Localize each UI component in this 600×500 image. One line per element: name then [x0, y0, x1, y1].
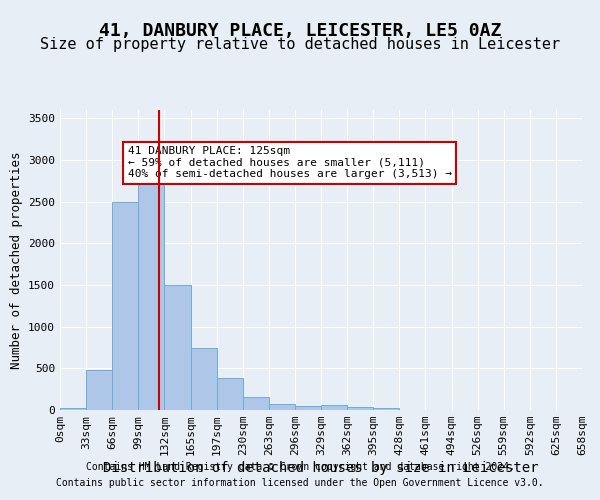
Text: Size of property relative to detached houses in Leicester: Size of property relative to detached ho…	[40, 38, 560, 52]
Bar	[269, 404, 295, 410]
Bar	[112, 202, 139, 410]
Bar	[243, 397, 269, 410]
Bar	[139, 175, 164, 410]
Text: 41, DANBURY PLACE, LEICESTER, LE5 0AZ: 41, DANBURY PLACE, LEICESTER, LE5 0AZ	[99, 22, 501, 40]
Text: 41 DANBURY PLACE: 125sqm
← 59% of detached houses are smaller (5,111)
40% of sem: 41 DANBURY PLACE: 125sqm ← 59% of detach…	[128, 146, 452, 179]
Bar	[347, 407, 373, 410]
Bar	[86, 370, 112, 410]
X-axis label: Distribution of detached houses by size in Leicester: Distribution of detached houses by size …	[103, 461, 539, 475]
Bar	[321, 404, 347, 410]
Bar	[60, 408, 86, 410]
Text: Contains public sector information licensed under the Open Government Licence v3: Contains public sector information licen…	[56, 478, 544, 488]
Y-axis label: Number of detached properties: Number of detached properties	[10, 151, 23, 369]
Bar	[164, 285, 191, 410]
Bar	[191, 348, 217, 410]
Bar	[295, 406, 321, 410]
Bar	[373, 408, 400, 410]
Bar	[217, 378, 243, 410]
Text: Contains HM Land Registry data © Crown copyright and database right 2024.: Contains HM Land Registry data © Crown c…	[86, 462, 514, 472]
